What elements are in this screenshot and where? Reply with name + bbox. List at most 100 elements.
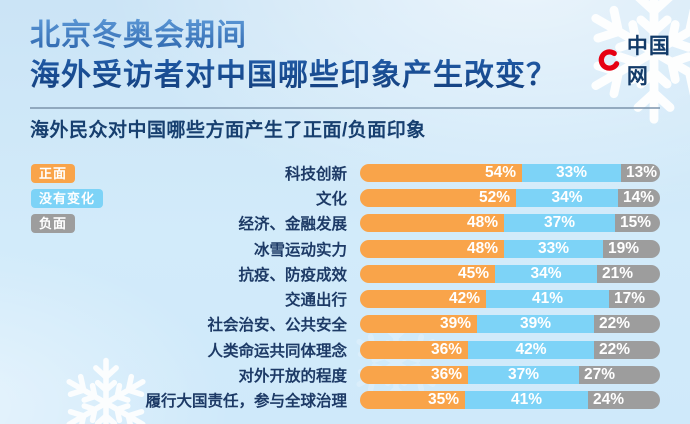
bar-segment-no-change: 37% (504, 214, 615, 233)
bar-segment-positive: 35% (360, 391, 465, 410)
category-label: 文化 (315, 190, 347, 208)
bar-value: 22% (599, 340, 631, 358)
bar-segment-no-change: 34% (495, 264, 597, 283)
bar-segment-negative: 15% (615, 214, 660, 233)
bar-segment-positive: 36% (360, 340, 468, 359)
category-label: 交通出行 (284, 292, 347, 310)
category-label: 经济、金融发展 (238, 216, 347, 234)
stacked-bar: 48% 33% 19% (360, 239, 660, 258)
bar-value: 13% (626, 163, 658, 181)
chart-row: 社会治安、公共安全 39% 39% 22% (0, 312, 690, 337)
bar-segment-no-change: 34% (516, 188, 618, 207)
stacked-bar: 54% 33% 13% (360, 163, 660, 182)
bar-value: 35% (427, 391, 459, 409)
bar-segment-no-change: 37% (468, 366, 579, 385)
bar-segment-no-change: 42% (468, 340, 594, 359)
bar-value: 21% (602, 264, 634, 282)
bar-value: 37% (543, 214, 576, 232)
bar-segment-negative: 14% (618, 188, 660, 207)
bar-value: 42% (448, 290, 480, 308)
bar-value: 41% (531, 290, 564, 308)
category-label: 社会治安、公共安全 (207, 317, 347, 335)
bar-value: 54% (484, 163, 516, 181)
bar-value: 24% (593, 391, 625, 409)
bar-segment-no-change: 41% (486, 290, 609, 309)
bar-segment-positive: 48% (360, 239, 504, 258)
bar-segment-positive: 45% (360, 264, 495, 283)
legend-item-no-change: 没有变化 (31, 189, 104, 208)
legend-item-positive: 正面 (31, 164, 76, 183)
chart-row: 抗疫、防疫成效 45% 34% 21% (0, 261, 690, 286)
bar-value: 41% (510, 391, 543, 409)
stacked-bar: 45% 34% 21% (360, 264, 660, 283)
chart-row: 交通出行 42% 41% 17% (0, 286, 690, 311)
bar-value: 34% (530, 264, 562, 282)
stacked-bar: 39% 39% 22% (360, 315, 660, 334)
chart-row: 冰雪运动实力 48% 33% 19% (0, 236, 690, 261)
bar-value: 15% (620, 214, 652, 232)
bar-value: 14% (623, 188, 655, 206)
stacked-bar: 35% 41% 24% (360, 391, 660, 410)
bar-segment-positive: 52% (360, 188, 516, 207)
chart-row: 对外开放的程度 36% 37% 27% (0, 362, 690, 387)
bar-value: 36% (430, 366, 462, 384)
stacked-bar: 52% 34% 14% (360, 188, 660, 207)
chart-row: 履行大国责任，参与全球治理 35% 41% 24% (0, 388, 690, 413)
bar-segment-negative: 24% (588, 391, 660, 410)
bar-value: 45% (457, 264, 489, 282)
category-label: 对外开放的程度 (238, 368, 347, 386)
title-line-1: 北京冬奥会期间 (30, 19, 247, 52)
bar-value: 52% (478, 188, 510, 206)
bar-segment-positive: 54% (360, 163, 522, 182)
bar-segment-negative: 21% (597, 264, 660, 283)
divider (30, 107, 660, 109)
chart-row: 人类命运共同体理念 36% 42% 22% (0, 337, 690, 362)
bar-value: 48% (466, 239, 498, 257)
legend: 正面 没有变化 负面 (31, 164, 104, 233)
bar-value: 34% (551, 188, 583, 206)
bar-value: 33% (555, 163, 588, 181)
bar-value: 27% (584, 366, 616, 384)
bar-value: 37% (507, 366, 540, 384)
category-label: 冰雪运动实力 (253, 241, 347, 259)
category-label: 抗疫、防疫成效 (238, 266, 347, 284)
bar-segment-negative: 17% (609, 290, 660, 309)
bar-segment-positive: 39% (360, 315, 477, 334)
bar-value: 48% (466, 214, 498, 232)
chart-row: 文化 52% 34% 14% (0, 185, 690, 210)
bar-segment-negative: 13% (621, 163, 660, 182)
bar-value: 36% (430, 340, 462, 358)
bar-segment-positive: 48% (360, 214, 504, 233)
bar-segment-no-change: 41% (465, 391, 588, 410)
bar-value: 33% (537, 239, 570, 257)
title-line-2: 海外受访者对中国哪些印象产生改变？ (30, 59, 557, 92)
bar-segment-positive: 36% (360, 366, 468, 385)
bar-segment-negative: 22% (594, 315, 660, 334)
legend-item-negative: 负面 (31, 214, 76, 233)
stacked-bar: 48% 37% 15% (360, 214, 660, 233)
bar-segment-positive: 42% (360, 290, 486, 309)
bar-segment-negative: 19% (603, 239, 660, 258)
stacked-bar-chart: 科技创新 54% 33% 13% 文化 52% 34% 14% 经济、金融发展 48% 37% 15%… (0, 160, 690, 413)
china-net-logo: 中国网 (597, 30, 690, 90)
chart-row: 科技创新 54% 33% 13% (0, 160, 690, 185)
stacked-bar: 42% 41% 17% (360, 290, 660, 309)
bar-segment-negative: 22% (594, 340, 660, 359)
bar-value: 19% (608, 239, 640, 257)
bar-segment-no-change: 33% (504, 239, 603, 258)
category-label: 人类命运共同体理念 (207, 342, 347, 360)
bar-value: 39% (519, 315, 552, 333)
category-label: 履行大国责任，参与全球治理 (145, 393, 347, 411)
chart-subtitle: 海外民众对中国哪些方面产生了正面/负面印象 (30, 120, 426, 141)
bar-segment-negative: 27% (579, 366, 660, 385)
bar-segment-no-change: 39% (477, 315, 594, 334)
stacked-bar: 36% 42% 22% (360, 340, 660, 359)
stacked-bar: 36% 37% 27% (360, 366, 660, 385)
category-label: 科技创新 (284, 165, 347, 183)
bar-value: 39% (439, 315, 471, 333)
bar-segment-no-change: 33% (522, 163, 621, 182)
logo-c-icon (598, 49, 621, 71)
bar-value: 42% (515, 340, 547, 358)
chart-row: 经济、金融发展 48% 37% 15% (0, 211, 690, 236)
